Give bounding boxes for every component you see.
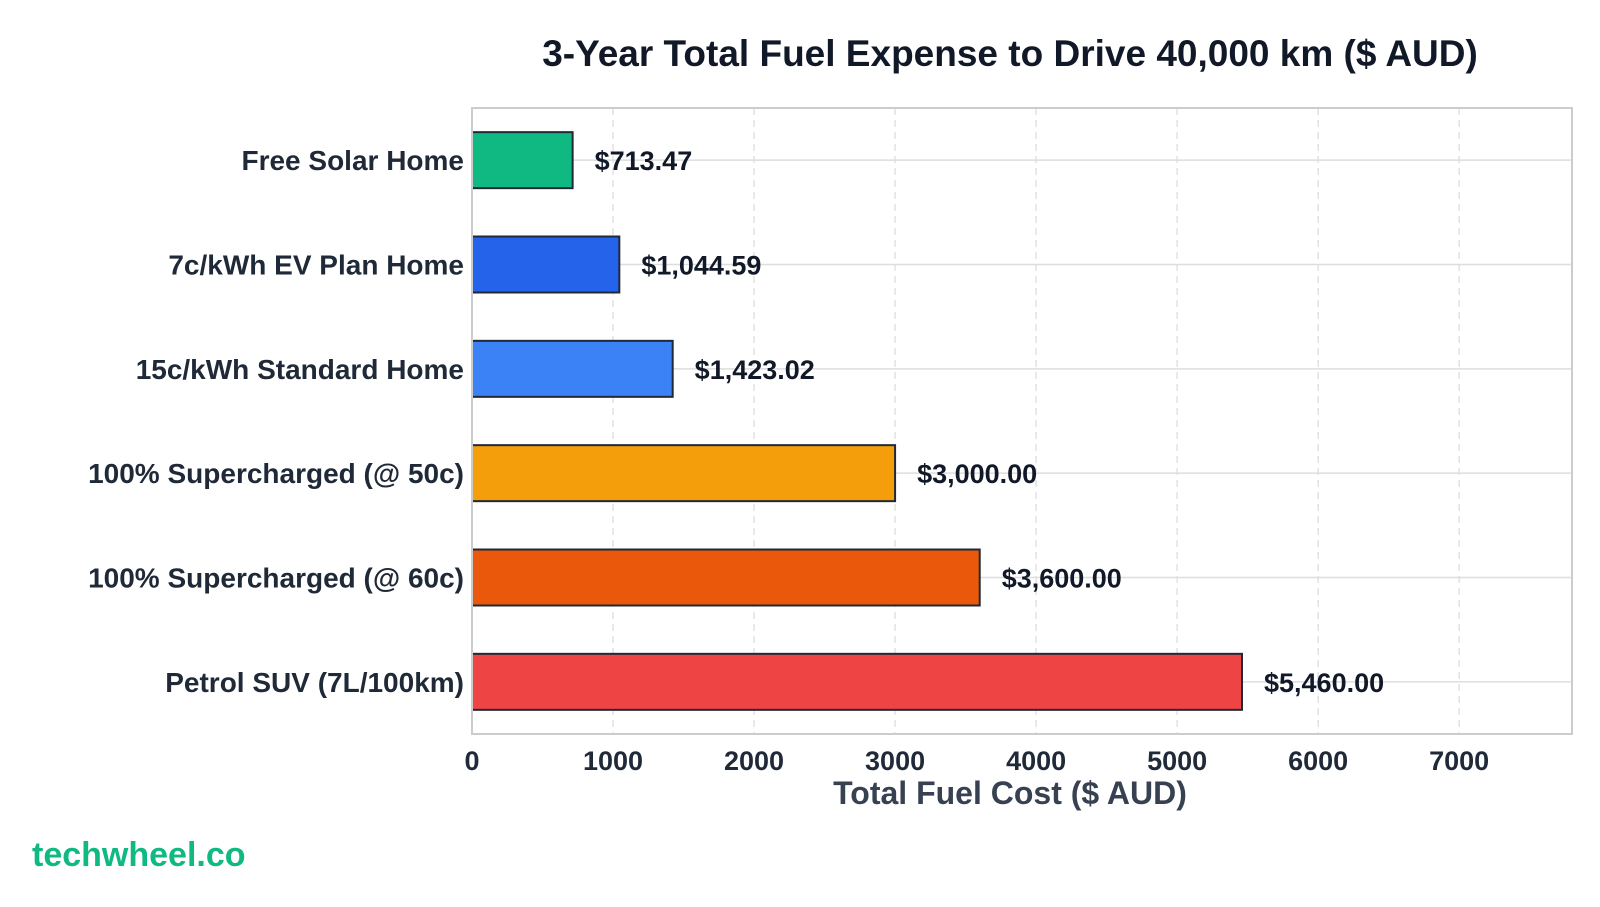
x-tick-label: 2000 bbox=[724, 746, 784, 776]
bar bbox=[471, 548, 981, 607]
x-tick-label: 7000 bbox=[1429, 746, 1489, 776]
x-tick-labels: 0 1000 2000 3000 4000 5000 6000 7000 bbox=[464, 746, 1489, 776]
category-label: 15c/kWh Standard Home bbox=[136, 354, 464, 385]
category-label: 100% Supercharged (@ 50c) bbox=[88, 458, 464, 489]
bar bbox=[471, 131, 574, 190]
value-label: $1,423.02 bbox=[695, 355, 815, 385]
value-label: $1,044.59 bbox=[641, 251, 761, 281]
bar bbox=[471, 235, 621, 294]
bar bbox=[471, 652, 1243, 711]
bars-group bbox=[471, 131, 1243, 711]
grid-lines bbox=[472, 108, 1572, 734]
category-label: 7c/kWh EV Plan Home bbox=[168, 250, 464, 281]
x-tick-label: 0 bbox=[464, 746, 479, 776]
x-axis-title: Total Fuel Cost ($ AUD) bbox=[833, 775, 1187, 811]
x-tick-label: 4000 bbox=[1006, 746, 1066, 776]
plot-frame bbox=[471, 107, 1573, 735]
x-tick-label: 6000 bbox=[1288, 746, 1348, 776]
category-label: Free Solar Home bbox=[241, 145, 464, 176]
x-tick-label: 5000 bbox=[1147, 746, 1207, 776]
bar bbox=[471, 339, 674, 398]
value-label: $3,000.00 bbox=[917, 459, 1037, 489]
bar bbox=[471, 444, 897, 503]
value-label: $3,600.00 bbox=[1002, 564, 1122, 594]
chart-title: 3-Year Total Fuel Expense to Drive 40,00… bbox=[542, 33, 1478, 74]
category-label: 100% Supercharged (@ 60c) bbox=[88, 563, 464, 594]
value-label: $5,460.00 bbox=[1264, 668, 1384, 698]
category-label: Petrol SUV (7L/100km) bbox=[165, 667, 464, 698]
watermark-logo: techwheel.co bbox=[32, 836, 246, 874]
x-tick-label: 1000 bbox=[583, 746, 643, 776]
category-labels: Free Solar Home 7c/kWh EV Plan Home 15c/kW… bbox=[88, 145, 464, 698]
value-label: $713.47 bbox=[595, 146, 693, 176]
value-labels: $713.47 $1,044.59 $1,423.02 $3,000.00 $3,600… bbox=[595, 146, 1385, 698]
x-tick-label: 3000 bbox=[865, 746, 925, 776]
